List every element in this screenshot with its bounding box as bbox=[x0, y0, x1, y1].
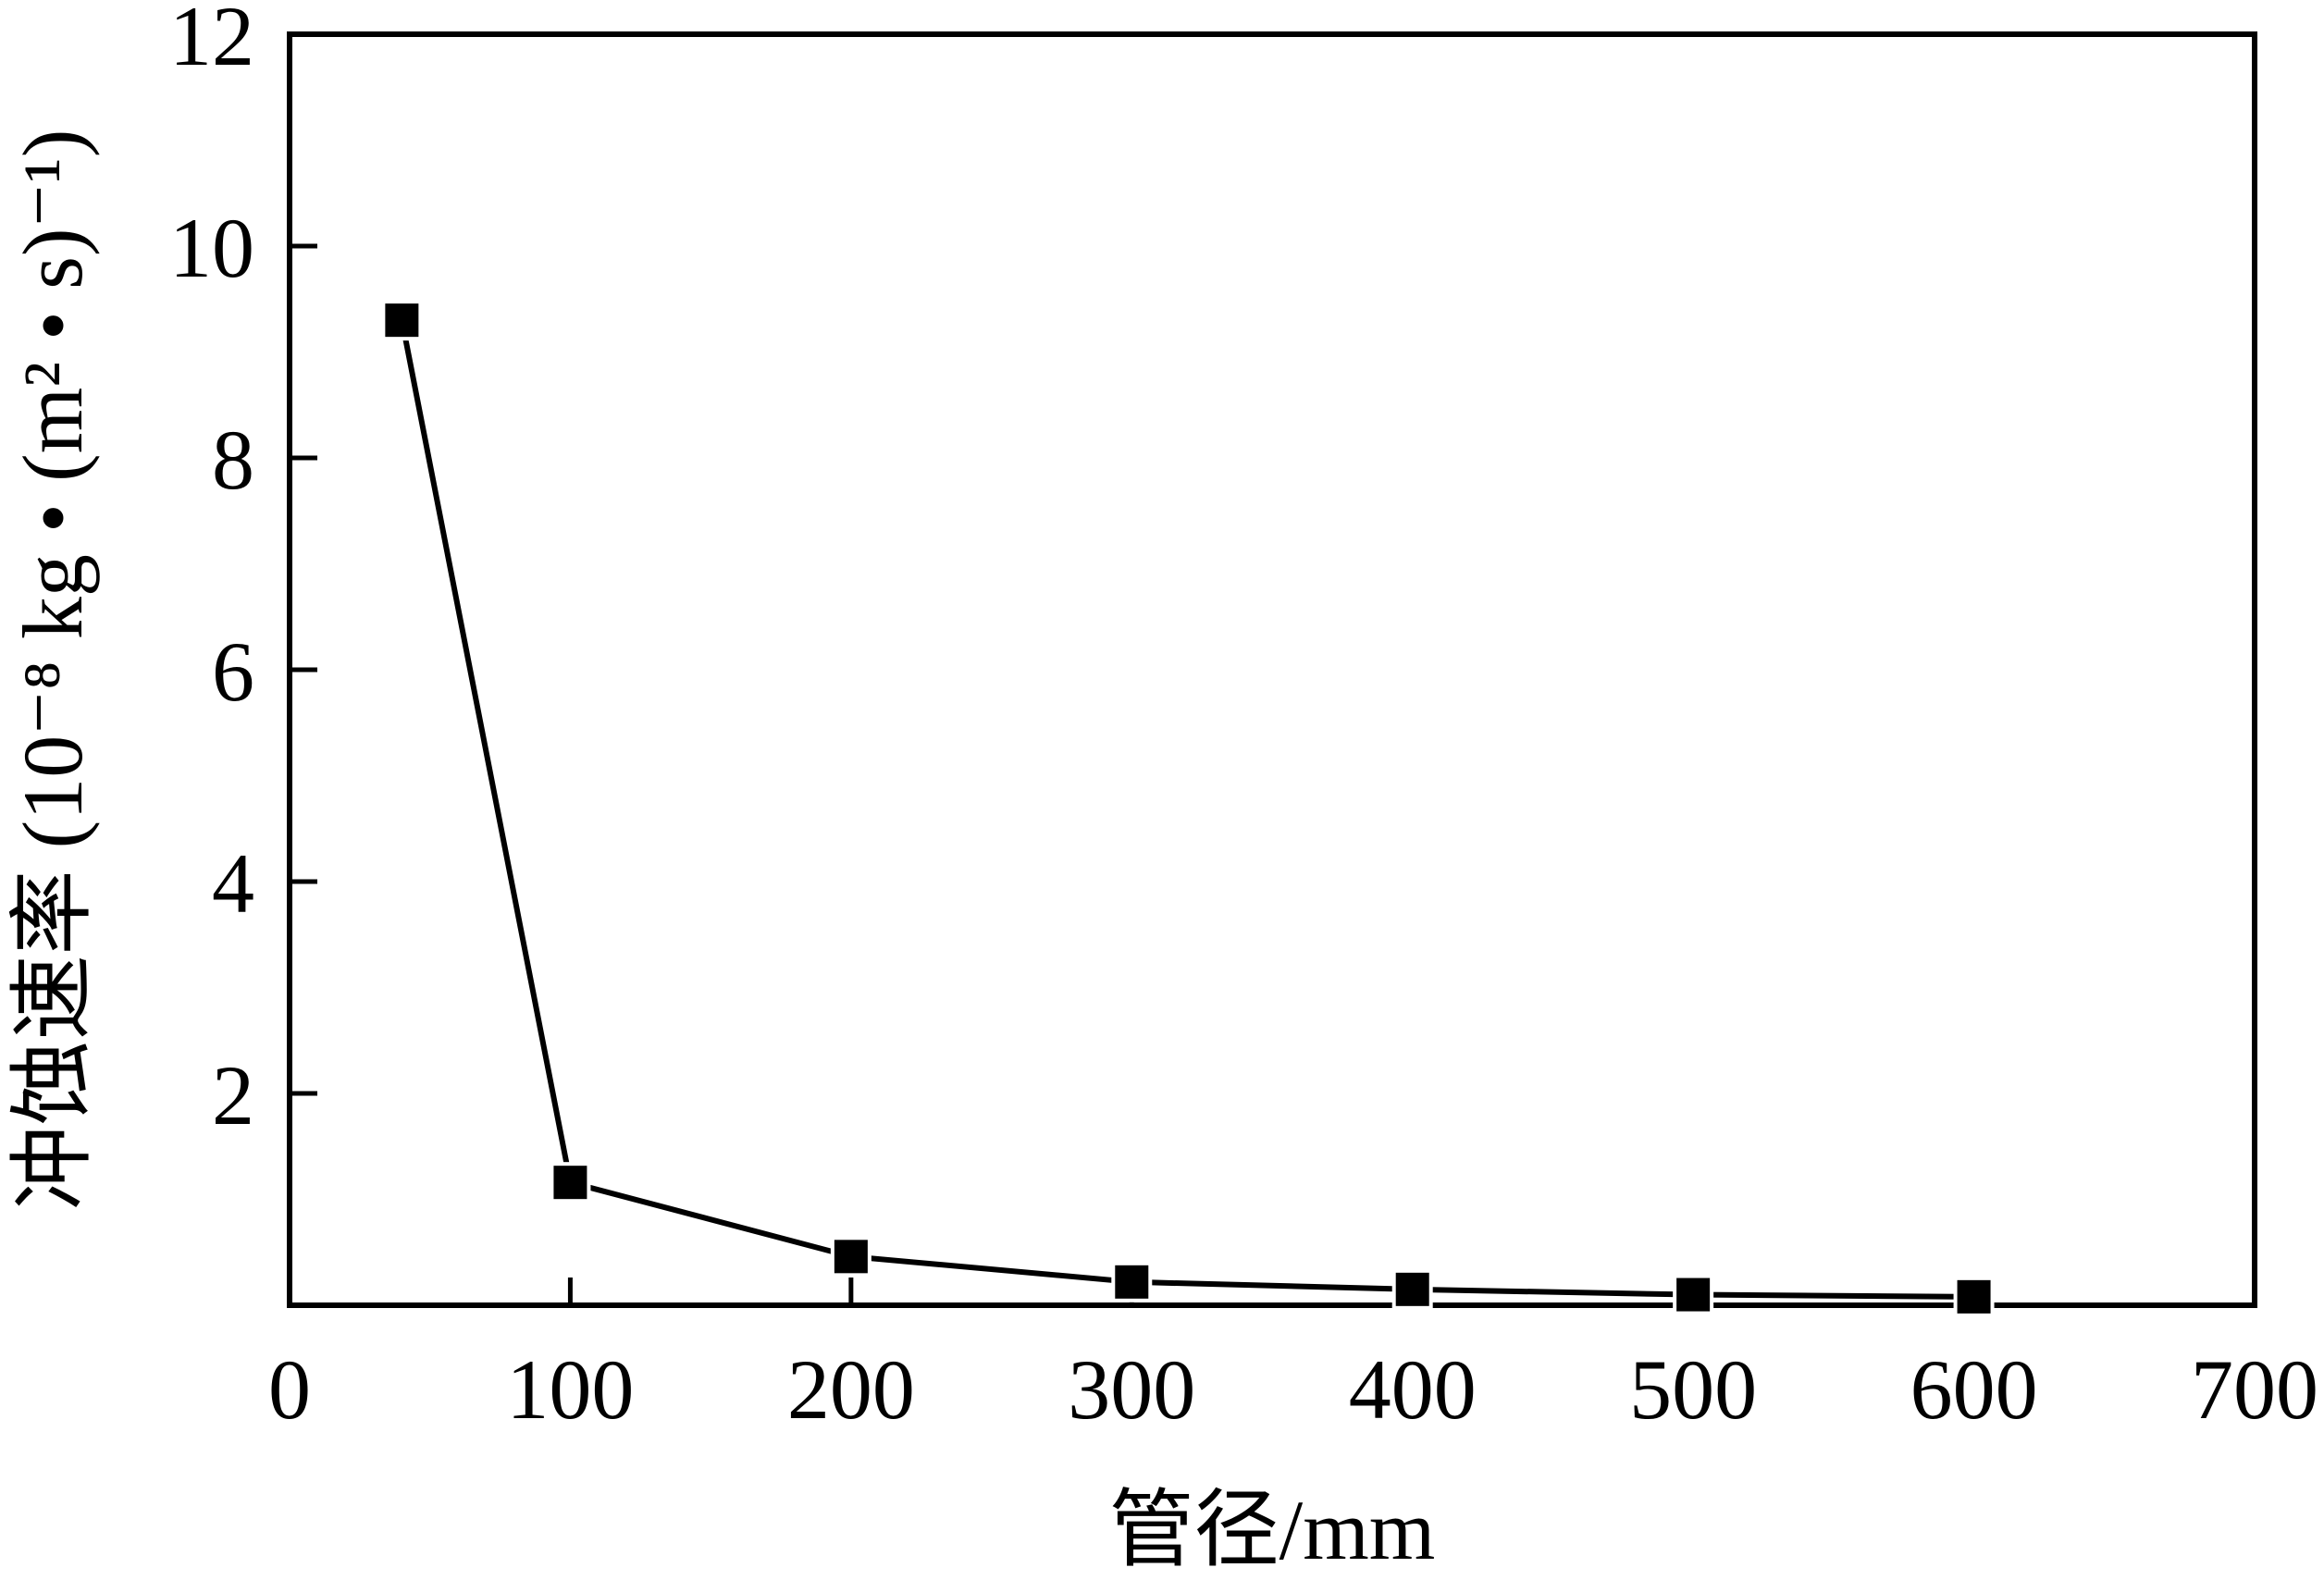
x-tick-label: 700 bbox=[2191, 1342, 2318, 1437]
data-point-marker bbox=[1953, 1276, 1995, 1317]
data-point-marker bbox=[550, 1162, 591, 1204]
data-point-marker bbox=[830, 1236, 872, 1278]
x-tick-labels: 0 100 200 300 400 500 600 700 bbox=[268, 1342, 2318, 1437]
x-tick-label: 0 bbox=[268, 1342, 311, 1437]
x-tick-label: 300 bbox=[1068, 1342, 1195, 1437]
plot-frame bbox=[287, 31, 2257, 1308]
y-tick-label: 12 bbox=[169, 0, 254, 83]
axis-ticks bbox=[290, 243, 1977, 1305]
data-point-marker bbox=[1391, 1268, 1433, 1310]
y-tick-label: 8 bbox=[212, 413, 254, 507]
y-tick-label: 10 bbox=[169, 201, 254, 295]
y-axis-title: 冲蚀速率 (10⁻⁸ kg • (m² • s)⁻¹) bbox=[6, 130, 100, 1211]
x-axis-title: 管径/mm bbox=[1109, 1483, 1436, 1577]
x-tick-label: 100 bbox=[506, 1342, 634, 1437]
y-tick-label: 6 bbox=[212, 624, 254, 719]
series-markers bbox=[381, 300, 1995, 1317]
y-tick-label: 4 bbox=[212, 836, 254, 931]
y-tick-label: 2 bbox=[212, 1048, 254, 1142]
data-point-marker bbox=[381, 300, 423, 341]
x-tick-label: 500 bbox=[1629, 1342, 1757, 1437]
data-point-marker bbox=[1673, 1274, 1714, 1315]
data-point-marker bbox=[1111, 1261, 1153, 1302]
x-tick-label: 200 bbox=[787, 1342, 915, 1437]
x-tick-label: 600 bbox=[1910, 1342, 2038, 1437]
y-tick-labels: 2 4 6 8 10 12 bbox=[169, 0, 254, 1142]
series-line bbox=[399, 319, 1974, 1300]
x-tick-label: 400 bbox=[1349, 1342, 1477, 1437]
